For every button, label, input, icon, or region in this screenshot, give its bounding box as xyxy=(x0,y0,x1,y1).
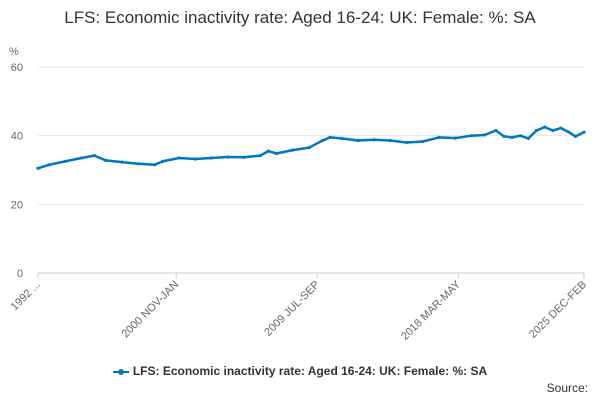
x-tick-label: 2009 JUL-SEP xyxy=(262,279,322,339)
data-point[interactable] xyxy=(437,135,441,139)
x-tick-label: 2025 DEC-FEB xyxy=(527,279,589,341)
data-point[interactable] xyxy=(356,138,360,143)
data-point[interactable] xyxy=(494,128,498,133)
data-point[interactable] xyxy=(518,134,522,138)
data-point[interactable] xyxy=(559,126,563,130)
data-point[interactable] xyxy=(209,156,213,160)
x-tick-label: 2018 MAR-MAY xyxy=(399,278,464,343)
data-point[interactable] xyxy=(567,130,571,134)
chart-title: LFS: Economic inactivity rate: Aged 16-2… xyxy=(64,8,536,27)
data-point[interactable] xyxy=(177,156,181,160)
y-axis-unit: % xyxy=(9,46,19,58)
data-point[interactable] xyxy=(388,138,392,143)
data-point[interactable] xyxy=(92,154,96,158)
data-point[interactable] xyxy=(291,148,295,152)
data-point[interactable] xyxy=(526,136,531,140)
data-point[interactable] xyxy=(543,125,547,129)
data-point[interactable] xyxy=(258,154,262,158)
data-point[interactable] xyxy=(242,155,246,159)
x-tick-label: 2000 NOV-JAN xyxy=(120,279,182,341)
legend-swatch-icon xyxy=(112,367,129,377)
data-point[interactable] xyxy=(582,130,586,134)
data-point[interactable] xyxy=(510,135,514,139)
data-point[interactable] xyxy=(534,128,539,133)
data-point[interactable] xyxy=(469,134,474,138)
data-point[interactable] xyxy=(328,135,332,139)
series-group xyxy=(36,125,586,170)
data-point[interactable] xyxy=(404,140,409,145)
grid-lines xyxy=(38,66,584,274)
y-tick-label: 60 xyxy=(11,62,23,74)
data-point[interactable] xyxy=(307,146,311,150)
series-line[interactable] xyxy=(36,125,586,170)
x-axis: 1992 ... 2000 NOV-JAN 2009 JUL-SEP 2018 MAR… xyxy=(9,272,589,343)
data-point[interactable] xyxy=(63,159,67,163)
data-point[interactable] xyxy=(573,134,578,138)
data-point[interactable] xyxy=(36,166,40,170)
y-tick-label: 40 xyxy=(11,131,23,143)
y-tick-labels: 0 20 40 60 xyxy=(11,62,23,280)
data-point[interactable] xyxy=(372,138,376,142)
data-point[interactable] xyxy=(79,156,83,160)
data-point[interactable] xyxy=(266,149,270,153)
data-point[interactable] xyxy=(152,163,157,167)
data-point[interactable] xyxy=(339,136,344,140)
data-point[interactable] xyxy=(274,151,279,156)
data-point[interactable] xyxy=(161,159,165,163)
source-label: Source: xyxy=(546,381,588,395)
data-point[interactable] xyxy=(482,133,487,137)
x-tick-label: 1992 ... xyxy=(9,279,43,313)
data-point[interactable] xyxy=(453,136,457,140)
data-point[interactable] xyxy=(226,155,230,159)
data-point[interactable] xyxy=(551,128,555,133)
legend-label: LFS: Economic inactivity rate: Aged 16-2… xyxy=(132,364,488,378)
data-point[interactable] xyxy=(193,157,197,161)
data-point[interactable] xyxy=(104,158,108,162)
data-point[interactable] xyxy=(47,163,51,167)
data-point[interactable] xyxy=(421,139,425,144)
data-point[interactable] xyxy=(502,134,506,138)
legend[interactable]: LFS: Economic inactivity rate: Aged 16-2… xyxy=(0,364,600,378)
data-point[interactable] xyxy=(136,162,140,166)
y-tick-label: 0 xyxy=(17,268,23,280)
y-tick-label: 20 xyxy=(11,199,23,211)
data-point[interactable] xyxy=(320,139,324,143)
data-point[interactable] xyxy=(120,160,124,164)
